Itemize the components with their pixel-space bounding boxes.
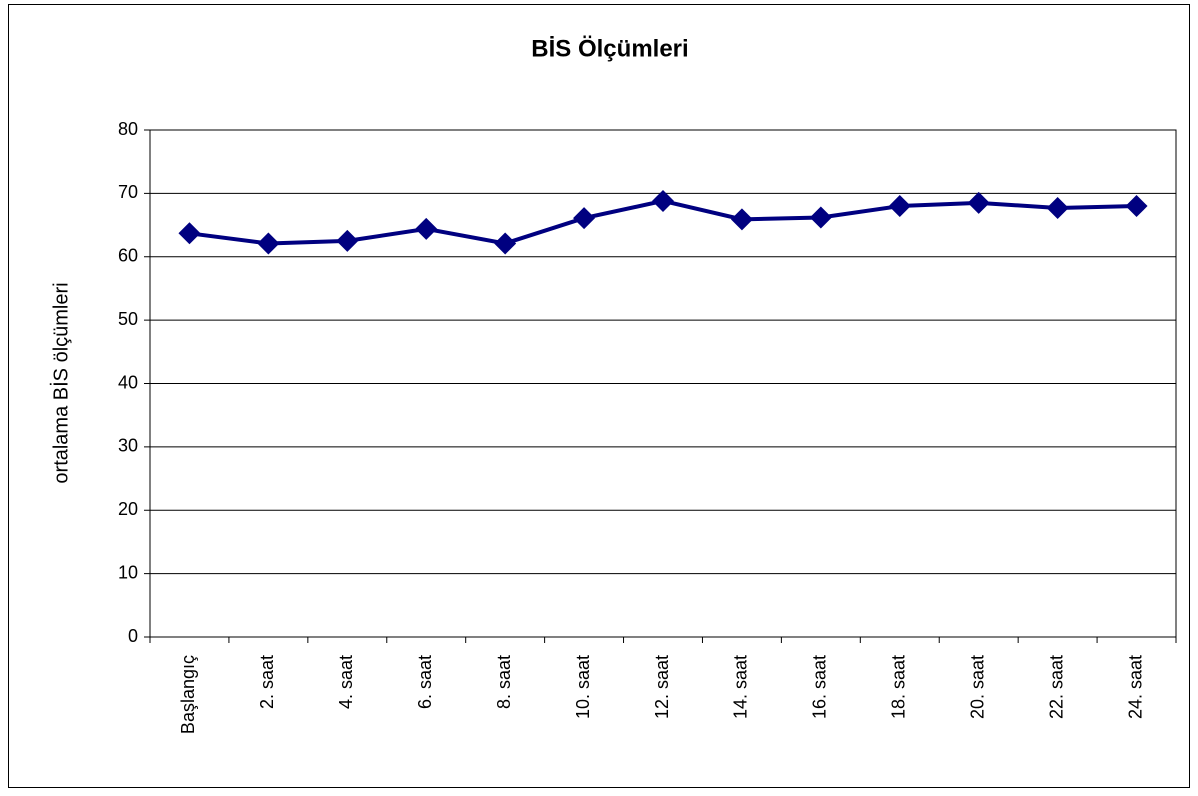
point-marker (809, 206, 832, 229)
y-tick-label: 50 (118, 309, 138, 329)
y-tick-label: 10 (118, 562, 138, 582)
x-tick-label: 20. saat (967, 655, 987, 719)
point-marker (573, 207, 596, 230)
point-marker (178, 222, 201, 245)
chart-title: BİS Ölçümleri (531, 35, 688, 62)
point-marker (1125, 195, 1148, 218)
point-marker (1046, 196, 1069, 219)
y-tick-label: 30 (118, 436, 138, 456)
x-tick-label: Başlangıç (178, 655, 198, 734)
y-tick-label: 70 (118, 182, 138, 202)
x-tick-label: 4. saat (336, 655, 356, 709)
y-tick-label: 60 (118, 246, 138, 266)
point-marker (730, 208, 753, 231)
point-marker (257, 232, 280, 255)
point-marker (494, 232, 517, 255)
x-tick-label: 12. saat (652, 655, 672, 719)
point-marker (336, 229, 359, 252)
x-tick-label: 10. saat (573, 655, 593, 719)
y-tick-label: 20 (118, 499, 138, 519)
y-tick-label: 0 (128, 626, 138, 646)
y-tick-label: 80 (118, 119, 138, 139)
x-tick-label: 2. saat (257, 655, 277, 709)
x-tick-label: 14. saat (731, 655, 751, 719)
point-marker (888, 195, 911, 218)
x-tick-label: 8. saat (494, 655, 514, 709)
y-axis-label: ortalama BİS ölçümleri (49, 282, 72, 483)
x-tick-label: 24. saat (1125, 655, 1145, 719)
point-marker (652, 189, 674, 212)
x-tick-label: 18. saat (889, 655, 909, 719)
x-tick-label: 6. saat (415, 655, 435, 709)
point-marker (415, 217, 438, 240)
x-tick-label: 22. saat (1046, 655, 1066, 719)
x-tick-label: 16. saat (810, 655, 830, 719)
point-marker (967, 191, 990, 214)
y-tick-label: 40 (118, 372, 138, 392)
